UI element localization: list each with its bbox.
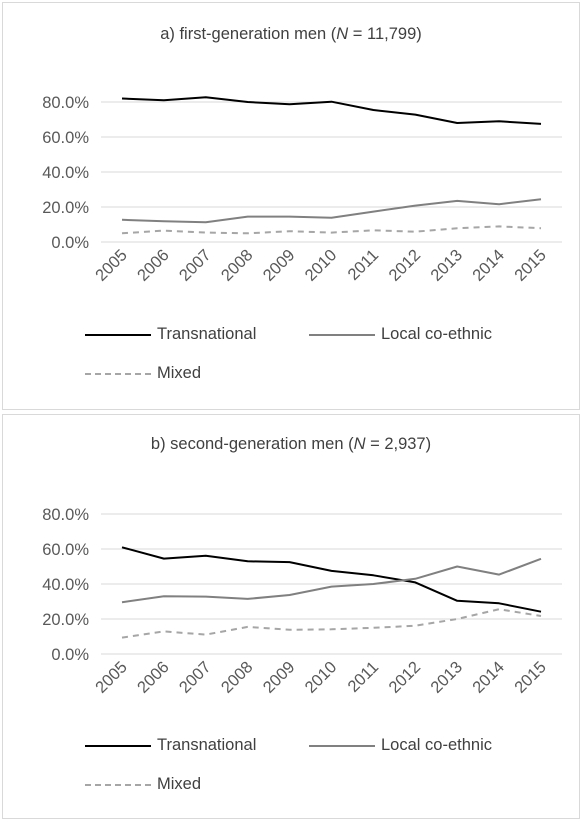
legend-swatch (309, 333, 375, 336)
legend-label: Mixed (157, 775, 202, 793)
title-italic: N (336, 25, 349, 43)
x-tick-label: 2009 (260, 246, 299, 285)
legend-item-transnational: Transnational (85, 736, 256, 755)
y-tick-label: 80.0% (42, 94, 89, 112)
legend-swatch (309, 744, 375, 747)
y-tick-label: 40.0% (42, 164, 89, 182)
legend-item-local-co-ethnic: Local co-ethnic (309, 736, 492, 755)
legend-item-mixed: Mixed (85, 775, 201, 794)
x-tick-label: 2009 (260, 658, 299, 697)
series-line-local-co-ethnic (121, 557, 542, 604)
x-tick-label: 2012 (385, 658, 424, 697)
x-tick-label: 2005 (92, 246, 131, 285)
chart-title: b) second-generation men (N = 2,937) (3, 435, 579, 454)
x-tick-label: 2010 (302, 658, 341, 697)
x-tick-label: 2011 (344, 246, 382, 284)
y-tick-label: 80.0% (42, 506, 89, 524)
y-tick-label: 20.0% (42, 611, 89, 629)
x-tick-label: 2013 (427, 658, 466, 697)
title-suffix: = 2,937) (365, 435, 432, 453)
series-line-transnational (121, 96, 542, 125)
series-line-local-co-ethnic (121, 198, 542, 224)
x-tick-label: 2006 (134, 658, 173, 697)
x-tick-label: 2014 (469, 246, 508, 285)
x-tick-label: 2010 (302, 246, 341, 285)
y-tick-label: 0.0% (51, 646, 89, 664)
x-tick-label: 2005 (92, 658, 131, 697)
x-tick-label: 2007 (176, 658, 215, 697)
line-chart-svg: 0.0% 20.0% 40.0% 60.0% 80.0% 2005 2006 2007 2008… (42, 94, 562, 285)
x-tick-label: 2007 (176, 246, 215, 285)
x-tick-label: 2008 (218, 658, 257, 697)
legend-item-local-co-ethnic: Local co-ethnic (309, 325, 492, 344)
chart-panel-first-generation: a) first-generation men (N = 11,799) 0.0… (2, 2, 580, 410)
title-prefix: a) first-generation men ( (160, 25, 337, 43)
series-line-transnational (121, 546, 542, 613)
x-tick-label: 2006 (134, 246, 173, 285)
x-tick-label: 2015 (511, 658, 550, 697)
title-suffix: = 11,799) (348, 25, 422, 43)
chart-panel-second-generation: b) second-generation men (N = 2,937) 0.0… (2, 414, 580, 819)
legend-label: Local co-ethnic (381, 325, 492, 343)
x-tick-label: 2008 (218, 246, 257, 285)
y-tick-label: 0.0% (51, 234, 89, 252)
x-tick-label: 2013 (427, 246, 466, 285)
y-tick-label: 60.0% (42, 129, 89, 147)
y-tick-label: 60.0% (42, 541, 89, 559)
legend-swatch (85, 744, 151, 747)
title-prefix: b) second-generation men ( (150, 435, 354, 453)
x-tick-label: 2015 (511, 246, 550, 285)
legend-item-mixed: Mixed (85, 364, 201, 383)
legend-swatch (85, 372, 151, 375)
legend-label: Transnational (157, 736, 257, 754)
legend-label: Transnational (157, 325, 257, 343)
legend-item-transnational: Transnational (85, 325, 256, 344)
series-line-mixed (121, 608, 542, 639)
line-chart-svg: 0.0% 20.0% 40.0% 60.0% 80.0% 2005 2006 2007 2008… (42, 506, 562, 697)
x-tick-label: 2011 (344, 658, 382, 696)
legend-swatch (85, 783, 151, 786)
series-line-mixed (121, 225, 542, 235)
legend-label: Local co-ethnic (381, 736, 492, 754)
legend-label: Mixed (157, 364, 202, 382)
x-tick-label: 2012 (385, 246, 424, 285)
title-italic: N (353, 435, 366, 453)
x-tick-label: 2014 (469, 658, 508, 697)
y-tick-label: 40.0% (42, 576, 89, 594)
y-tick-label: 20.0% (42, 199, 89, 217)
chart-title: a) first-generation men (N = 11,799) (3, 25, 579, 44)
legend-swatch (85, 333, 151, 336)
